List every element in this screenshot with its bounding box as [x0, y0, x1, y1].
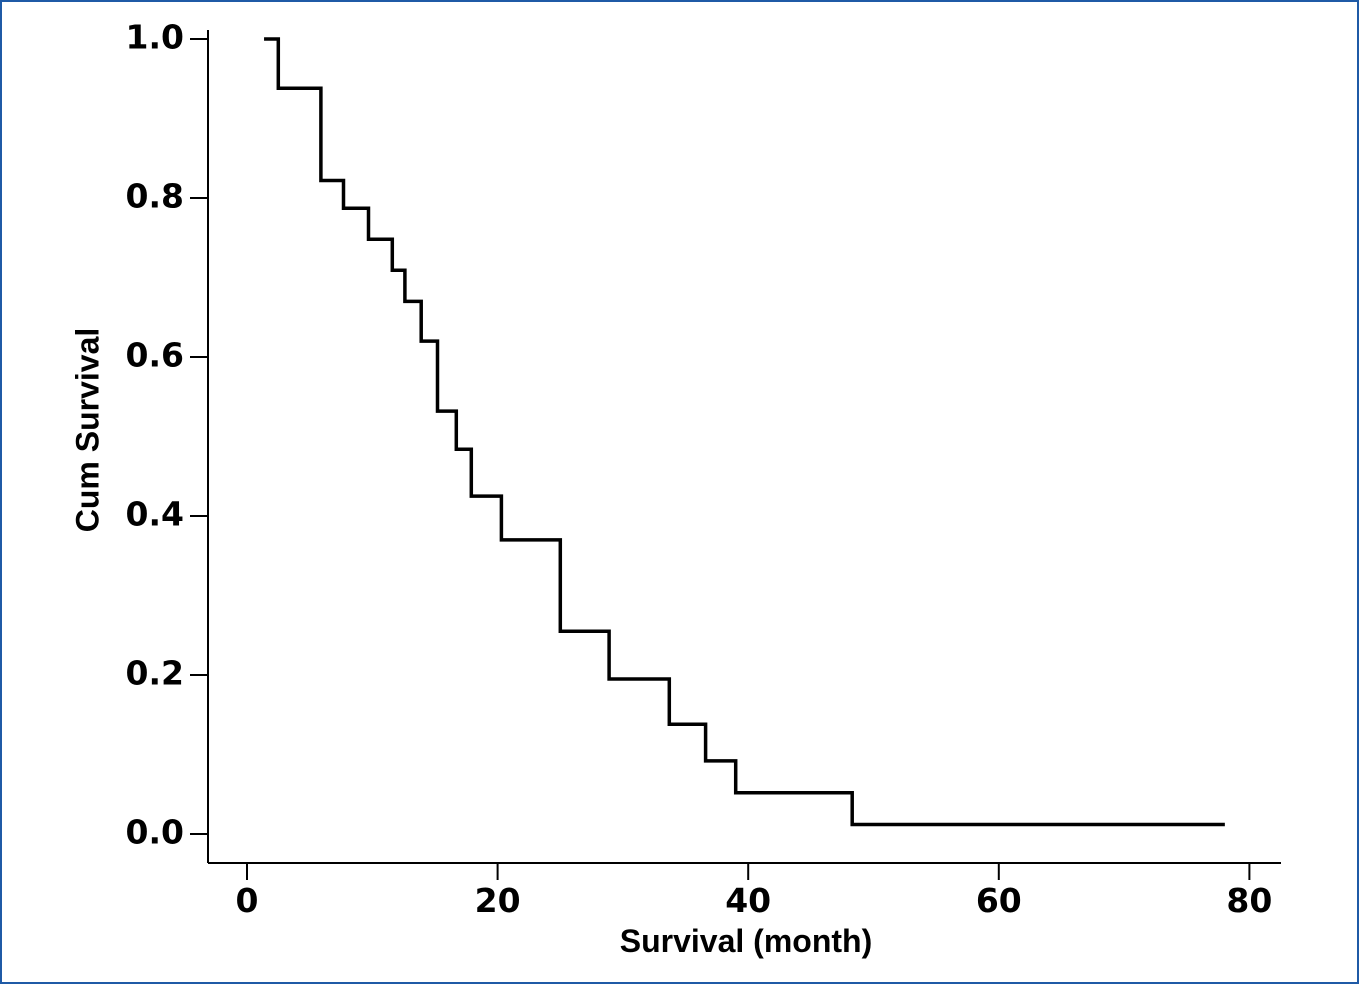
y-axis-title: Cum Survival [69, 328, 105, 533]
y-tick-label: 0.4 [126, 495, 184, 534]
y-tick-label: 0.8 [126, 177, 184, 216]
y-tick-label: 0.6 [126, 336, 184, 375]
y-axis-ticks: 0.0 0.2 0.4 0.6 0.8 1.0 [126, 18, 208, 852]
x-tick-label: 80 [1226, 881, 1272, 920]
x-tick-label: 0 [236, 881, 259, 920]
x-tick-label: 40 [725, 881, 771, 920]
survival-curve [264, 37, 1225, 827]
x-tick-label: 20 [475, 881, 521, 920]
x-axis-ticks: 0 20 40 60 80 [236, 863, 1272, 920]
x-tick-label: 60 [976, 881, 1022, 920]
y-tick-label: 0.2 [126, 654, 184, 693]
y-tick-label: 1.0 [126, 18, 184, 57]
x-axis-title: Survival (month) [620, 923, 872, 959]
y-tick-label: 0.0 [126, 813, 184, 852]
